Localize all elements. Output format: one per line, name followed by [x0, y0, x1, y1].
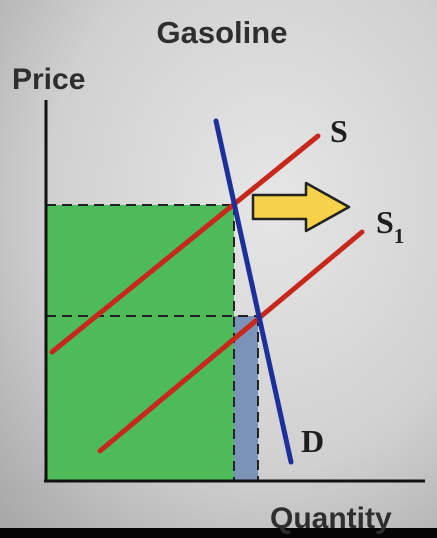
y-axis-label: Price: [12, 63, 85, 96]
demand-label: D: [301, 423, 324, 459]
x-axis-label: Quantity: [270, 502, 392, 535]
chart-title: Gasoline: [157, 15, 288, 50]
supply-label: S: [330, 113, 348, 149]
revenue-area: [46, 205, 234, 481]
quantity-increase-band: [234, 316, 258, 481]
supply-shifted-subscript: 1: [394, 224, 405, 248]
supply-shifted-letter: S: [376, 204, 394, 240]
